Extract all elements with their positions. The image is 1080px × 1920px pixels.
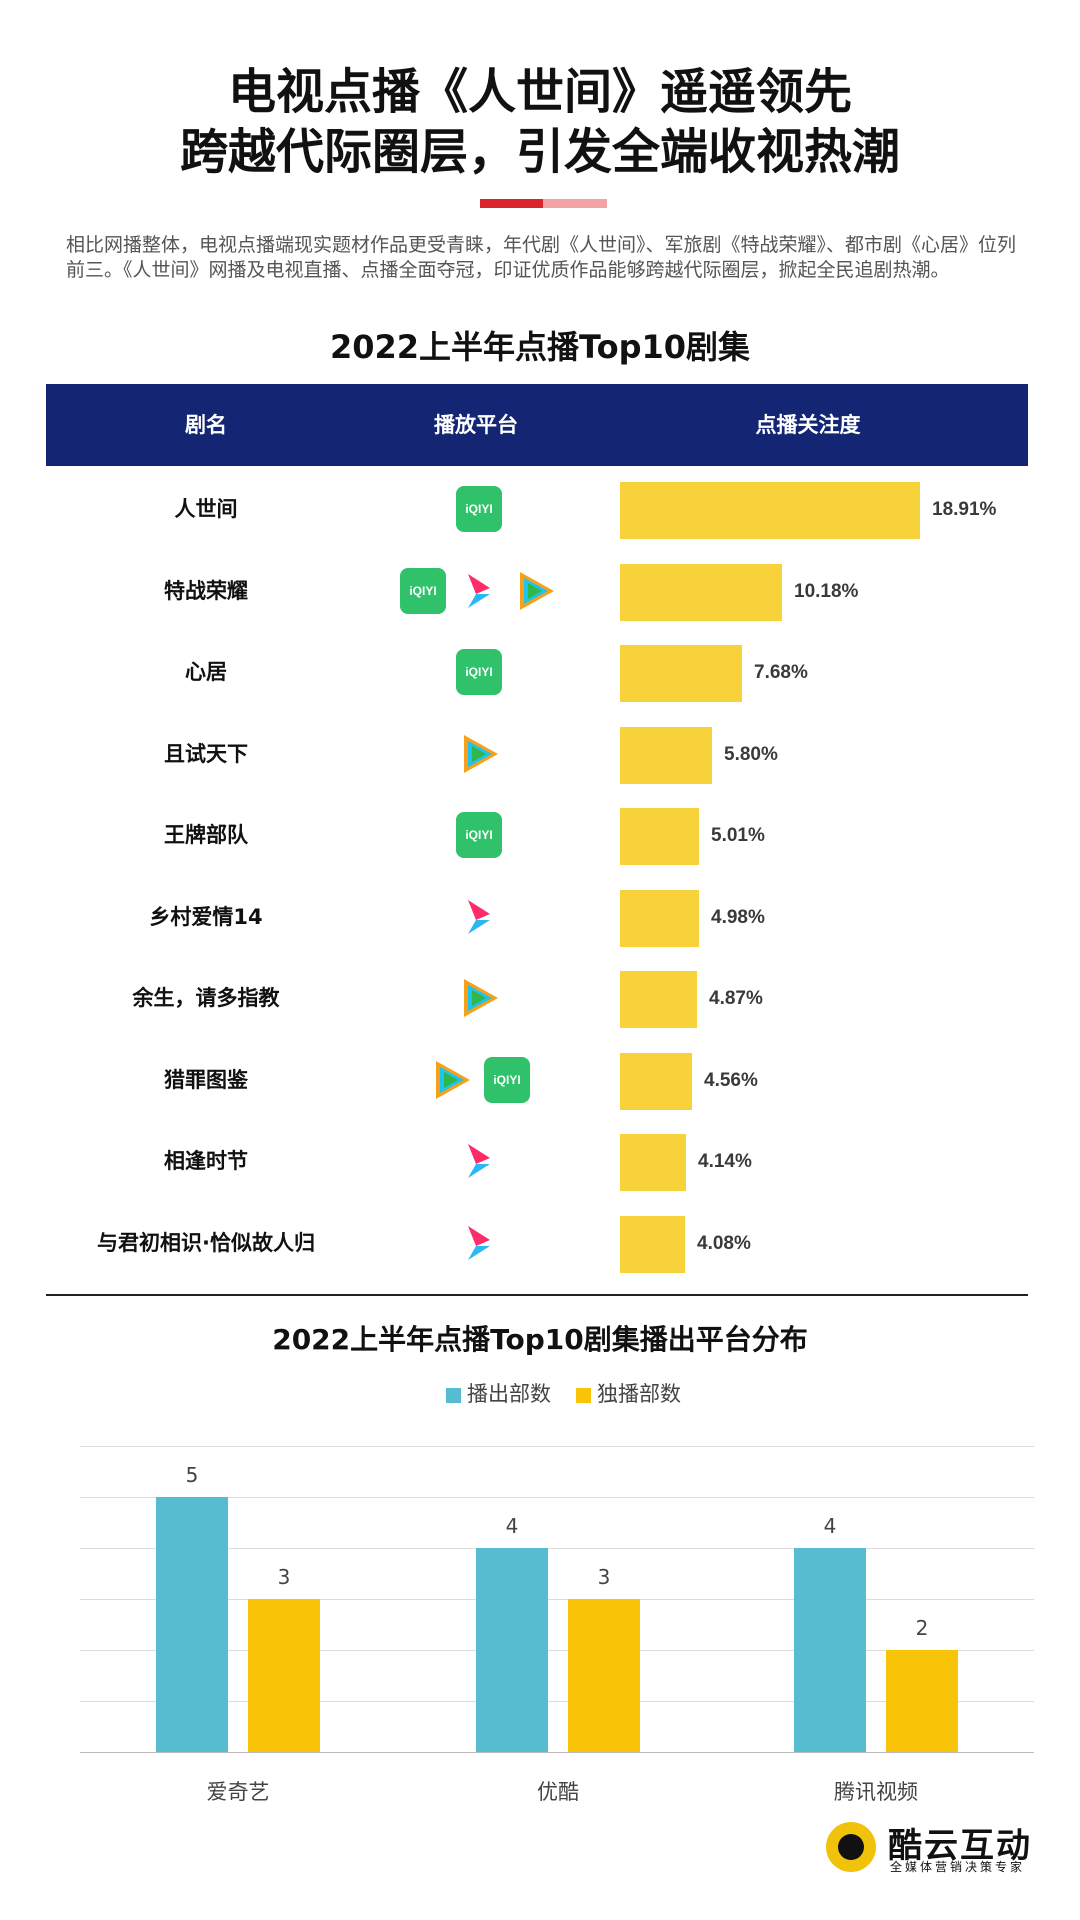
attention-value-label: 7.68%: [754, 662, 808, 683]
title-accent-pink: [543, 199, 607, 208]
bar-exclusive: [248, 1599, 320, 1752]
category-label: 优酷: [537, 1780, 579, 1804]
attention-bar: [620, 482, 920, 539]
title-accent-red: [480, 199, 543, 208]
bar-exclusive: [568, 1599, 640, 1752]
attention-value-label: 4.98%: [711, 906, 765, 928]
table-row: 猎罪图鉴 iQIYI 4.56%: [46, 1040, 1028, 1121]
bar-broadcast: [156, 1497, 228, 1752]
bar-broadcast: [794, 1548, 866, 1752]
attention-bar: [620, 645, 742, 702]
table-row: 且试天下 5.80%: [46, 714, 1028, 795]
header-attention: 点播关注度: [755, 413, 861, 437]
legend-swatch-broadcast: [446, 1387, 461, 1403]
attention-value-label: 10.18%: [794, 580, 859, 602]
brand-name: 酷云互动: [888, 1826, 1032, 1866]
grid-line: [80, 1701, 1034, 1702]
tencent-video-icon: [428, 1057, 474, 1103]
tencent-video-icon: [456, 731, 502, 777]
youku-play-icon: [456, 894, 502, 940]
tencent-video-icon: [512, 568, 558, 614]
attention-bar: [620, 889, 699, 947]
table-row: 王牌部队 iQIYI 5.01%: [46, 795, 1028, 876]
iqiyi-logo-icon: iQIYI: [484, 1056, 530, 1103]
table-header: 剧名 播放平台 点播关注度: [46, 384, 1028, 466]
legend-item-broadcast: 播出部数: [446, 1378, 551, 1408]
page-title: 电视点播《人世间》遥遥领先 跨越代际圈层，引发全端收视热潮: [0, 62, 1080, 182]
attention-bar: [620, 971, 697, 1028]
title-line-2: 跨越代际圈层，引发全端收视热潮: [179, 124, 900, 180]
youku-play-icon: [456, 1138, 502, 1184]
bar-broadcast: [476, 1548, 548, 1752]
brand-mark-icon: [826, 1822, 876, 1872]
drama-name: 王牌部队: [164, 823, 248, 847]
bar-value-label: 4: [823, 1514, 837, 1538]
table-row: 人世间 iQIYI 18.91%: [46, 469, 1028, 550]
bar-value-label: 2: [915, 1616, 929, 1640]
attention-value-label: 4.87%: [709, 988, 763, 1009]
attention-bar: [620, 563, 782, 621]
grid-line: [80, 1599, 1034, 1600]
grid-line: [80, 1497, 1034, 1498]
attention-bar: [620, 726, 712, 784]
legend-item-exclusive: 独播部数: [576, 1378, 681, 1408]
drama-name: 余生，请多指教: [132, 986, 280, 1010]
legend-label-broadcast: 播出部数: [467, 1382, 551, 1406]
attention-bar: [620, 1052, 692, 1110]
section-divider: [46, 1294, 1028, 1296]
header-drama-name: 剧名: [185, 413, 227, 437]
grid-line: [80, 1446, 1034, 1447]
attention-value-label: 4.14%: [698, 1151, 752, 1172]
attention-value-label: 5.80%: [724, 743, 778, 765]
drama-name: 心居: [185, 660, 227, 684]
drama-name: 相逢时节: [164, 1149, 248, 1173]
table-row: 相逢时节 4.14%: [46, 1121, 1028, 1202]
grid-line: [80, 1548, 1034, 1549]
youku-play-icon: [456, 568, 502, 614]
chart-title: 2022上半年点播Top10剧集播出平台分布: [272, 1323, 808, 1356]
iqiyi-logo-icon: iQIYI: [456, 486, 502, 532]
attention-bar: [620, 1134, 686, 1191]
attention-bar: [620, 1215, 685, 1273]
table-row: 心居 iQIYI 7.68%: [46, 632, 1028, 713]
header-platform: 播放平台: [434, 413, 518, 437]
youku-play-icon: [456, 1220, 502, 1266]
legend-label-exclusive: 独播部数: [597, 1382, 681, 1406]
category-label: 腾讯视频: [834, 1780, 918, 1804]
attention-value-label: 5.01%: [711, 825, 765, 846]
drama-name: 特战荣耀: [164, 578, 248, 603]
legend-swatch-exclusive: [576, 1387, 591, 1403]
drama-name: 猎罪图鉴: [164, 1067, 248, 1092]
title-line-1: 电视点播《人世间》遥遥领先: [227, 64, 852, 120]
iqiyi-logo-icon: iQIYI: [456, 812, 502, 858]
bar-value-label: 5: [185, 1463, 199, 1487]
table-row: 余生，请多指教 4.87%: [46, 958, 1028, 1039]
grid-line: [80, 1752, 1034, 1753]
attention-value-label: 18.91%: [932, 499, 997, 520]
attention-value-label: 4.08%: [697, 1232, 751, 1254]
drama-name: 乡村爱情14: [149, 904, 263, 929]
drama-name: 人世间: [174, 497, 238, 521]
bar-value-label: 4: [505, 1514, 519, 1538]
category-label: 爱奇艺: [206, 1780, 270, 1804]
iqiyi-logo-icon: iQIYI: [400, 567, 446, 614]
attention-bar: [620, 808, 699, 865]
drama-name: 且试天下: [164, 741, 248, 766]
tencent-video-icon: [456, 975, 502, 1021]
table-row: 与君初相识·恰似故人归 4.08%: [46, 1203, 1028, 1284]
table-row: 乡村爱情14 4.98%: [46, 877, 1028, 958]
bar-value-label: 3: [277, 1565, 291, 1589]
intro-paragraph: 相比网播整体，电视点播端现实题材作品更受青睐，年代剧《人世间》、军旅剧《特战荣耀…: [66, 234, 1017, 281]
iqiyi-logo-icon: iQIYI: [456, 649, 502, 695]
attention-value-label: 4.56%: [704, 1069, 758, 1091]
bar-value-label: 3: [597, 1565, 611, 1589]
table-row: 特战荣耀 iQIYI 10.18%: [46, 551, 1028, 632]
bar-exclusive: [886, 1650, 958, 1752]
table-title: 2022上半年点播Top10剧集: [329, 328, 751, 366]
grid-line: [80, 1650, 1034, 1651]
brand-tagline: 全媒体营销决策专家: [890, 1860, 1026, 1874]
drama-name: 与君初相识·恰似故人归: [97, 1230, 315, 1255]
